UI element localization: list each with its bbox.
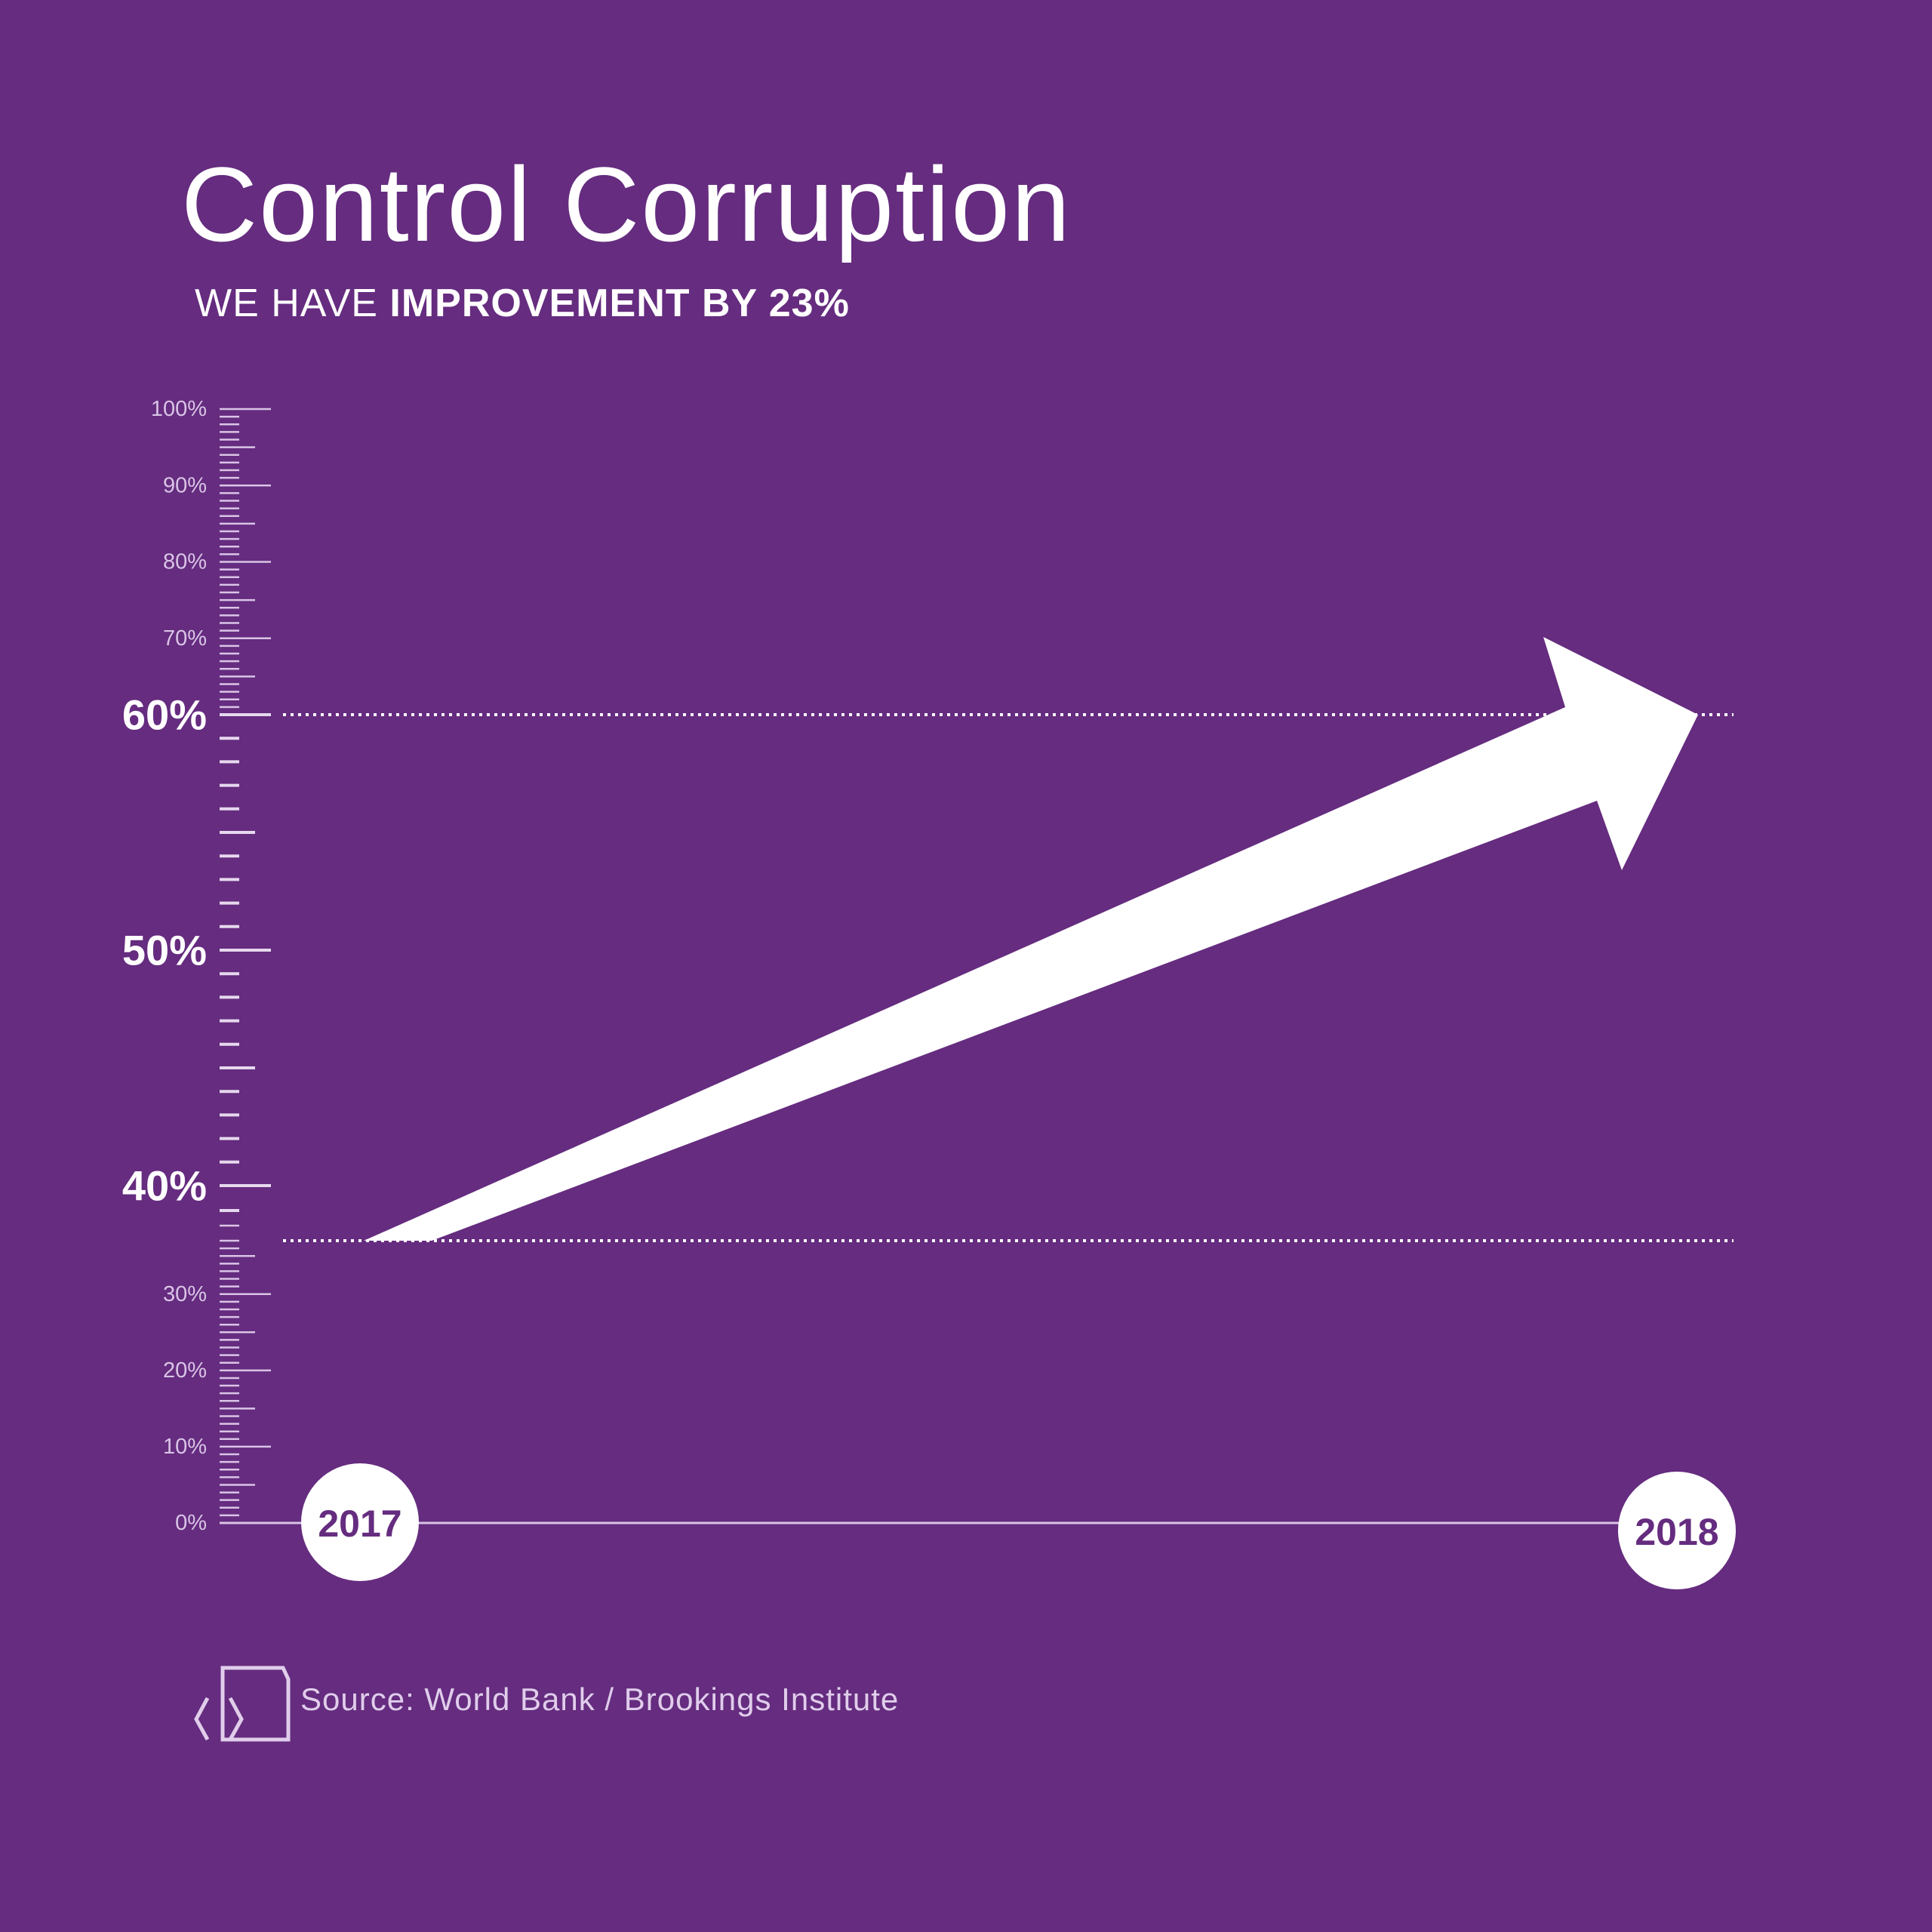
y-tick-label: 40% — [122, 1162, 207, 1210]
y-tick-label: 0% — [175, 1511, 207, 1535]
y-tick-label: 90% — [163, 473, 207, 497]
year-label: 2018 — [1635, 1511, 1718, 1553]
subtitle-emphasis: IMPROVEMENT BY 23% — [389, 281, 850, 325]
y-tick-label: 70% — [163, 626, 207, 651]
trend-arrow — [364, 637, 1698, 1241]
year-marker-2017 — [301, 1463, 419, 1581]
y-tick-label: 20% — [163, 1358, 207, 1383]
y-tick-label: 80% — [163, 550, 207, 574]
chart-title: Control Corruption — [181, 145, 1072, 263]
y-tick-label: 30% — [163, 1282, 207, 1306]
year-marker-2018 — [1618, 1472, 1736, 1589]
chart-subtitle: WE HAVE IMPROVEMENT BY 23% — [195, 281, 850, 326]
y-tick-label: 60% — [122, 691, 207, 739]
subtitle-prefix: WE HAVE — [195, 281, 390, 325]
y-tick-label: 10% — [163, 1435, 207, 1459]
y-tick-label: 50% — [122, 927, 207, 974]
code-document-icon — [194, 1666, 291, 1742]
year-label: 2017 — [318, 1503, 401, 1545]
y-tick-label: 100% — [151, 397, 207, 421]
source-note: Source: World Bank / Brookings Institute — [300, 1681, 900, 1717]
